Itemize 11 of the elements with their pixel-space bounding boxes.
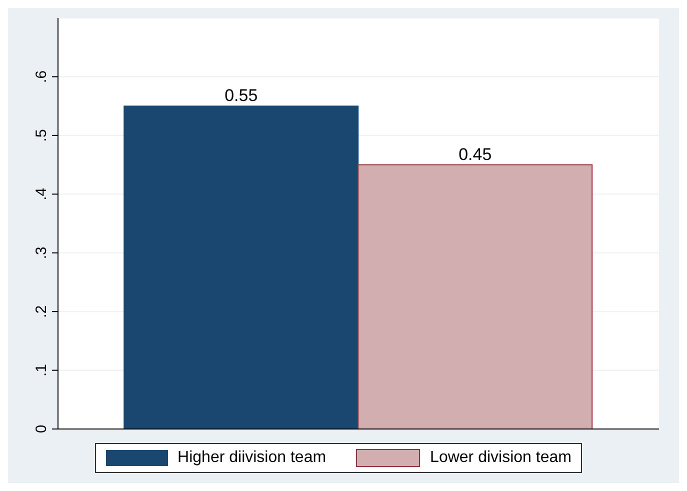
legend-label: Lower division team <box>430 449 572 467</box>
y-tick-label: .3 <box>33 246 50 260</box>
y-tick-label: .6 <box>33 70 50 83</box>
y-tick-label: .4 <box>33 188 50 200</box>
y-tick-label: .1 <box>33 364 50 377</box>
y-tick-label: .5 <box>33 129 50 142</box>
legend-label: Higher diivision team <box>178 449 326 467</box>
y-tick-label: .2 <box>33 305 50 318</box>
y-tick-label: 0 <box>33 424 50 434</box>
data-label: 0.55 <box>224 86 258 106</box>
data-label: 0.45 <box>458 144 492 164</box>
